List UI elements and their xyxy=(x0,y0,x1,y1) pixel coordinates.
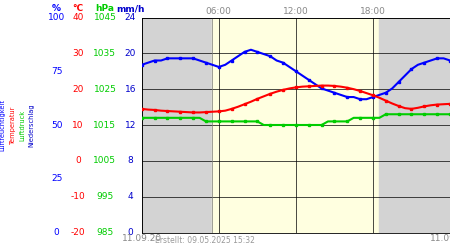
Text: 20: 20 xyxy=(125,49,136,58)
Text: 1015: 1015 xyxy=(94,120,117,130)
Text: -10: -10 xyxy=(71,192,86,201)
Text: 985: 985 xyxy=(96,228,113,237)
Text: °C: °C xyxy=(72,4,84,13)
Text: Erstellt: 09.05.2025 15:32: Erstellt: 09.05.2025 15:32 xyxy=(155,236,255,245)
Text: Temperatur: Temperatur xyxy=(10,106,16,144)
Text: 10: 10 xyxy=(72,120,84,130)
Text: 24: 24 xyxy=(125,13,136,22)
Text: 100: 100 xyxy=(48,13,65,22)
Text: %: % xyxy=(52,4,61,13)
Text: Luftfeuchtigkeit: Luftfeuchtigkeit xyxy=(0,99,6,151)
Text: 25: 25 xyxy=(51,174,63,183)
Text: 8: 8 xyxy=(127,156,133,165)
Bar xyxy=(379,18,450,233)
Text: -20: -20 xyxy=(71,228,86,237)
Text: 75: 75 xyxy=(51,67,63,76)
Text: 1035: 1035 xyxy=(94,49,117,58)
Text: 20: 20 xyxy=(72,85,84,94)
Text: 1045: 1045 xyxy=(94,13,117,22)
Text: 4: 4 xyxy=(128,192,133,201)
Text: 30: 30 xyxy=(72,49,84,58)
Text: Niederschlag: Niederschlag xyxy=(28,103,34,147)
Text: 1005: 1005 xyxy=(94,156,117,165)
Text: mm/h: mm/h xyxy=(116,4,144,13)
Text: 0: 0 xyxy=(54,228,59,237)
Text: 0: 0 xyxy=(75,156,81,165)
Text: 40: 40 xyxy=(72,13,84,22)
Text: 50: 50 xyxy=(51,120,63,130)
Text: 16: 16 xyxy=(125,85,136,94)
Bar xyxy=(212,18,379,233)
Text: 12: 12 xyxy=(125,120,136,130)
Text: 1025: 1025 xyxy=(94,85,117,94)
Text: 0: 0 xyxy=(127,228,133,237)
Text: Luftdruck: Luftdruck xyxy=(19,110,25,140)
Text: hPa: hPa xyxy=(95,4,114,13)
Text: 995: 995 xyxy=(96,192,113,201)
Bar xyxy=(142,18,212,233)
